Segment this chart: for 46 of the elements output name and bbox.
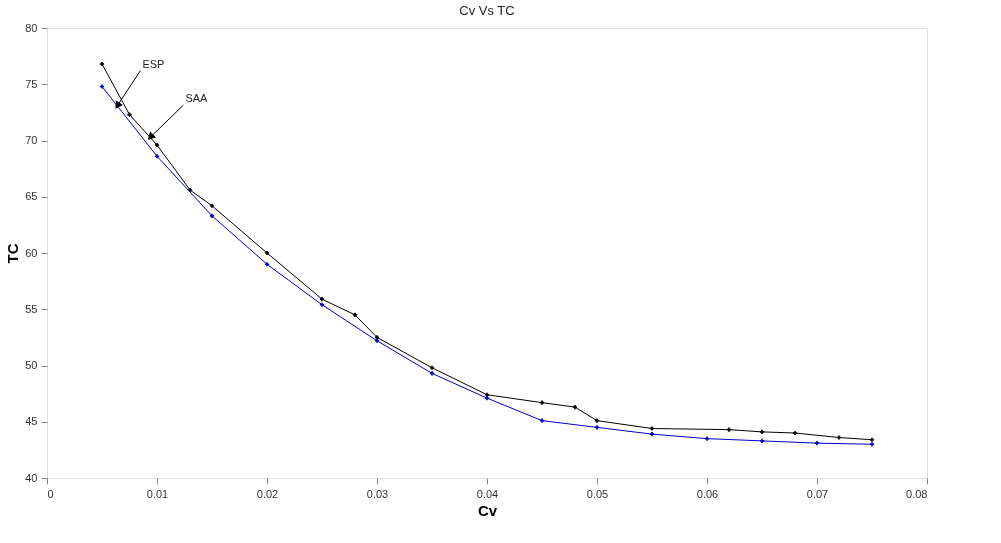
point (154, 154, 160, 159)
point (869, 437, 875, 442)
y-tick-label: 80 (25, 21, 38, 34)
point (836, 435, 842, 440)
point (649, 426, 655, 431)
point (319, 302, 325, 307)
x-tick-label: 0.06 (696, 487, 719, 500)
point (209, 203, 215, 208)
point (649, 432, 655, 437)
point (319, 297, 325, 302)
x-tick-label: 0.05 (586, 487, 609, 500)
annotation: SAA (185, 92, 209, 105)
point (99, 61, 105, 67)
y-tick-label: 55 (25, 302, 38, 315)
x-tick-label: 0.08 (906, 487, 928, 500)
y-tick-label: 75 (25, 77, 38, 90)
y-tick-label: 50 (25, 359, 38, 371)
x-axis-title: Cv (477, 501, 498, 519)
point (759, 438, 765, 443)
point (264, 250, 270, 256)
point (792, 430, 798, 436)
x-tick-label: 0.01 (146, 487, 169, 500)
annotation: ESP (142, 57, 165, 70)
y-tick-label: 40 (25, 471, 38, 484)
y-tick-label: 45 (25, 415, 38, 428)
point (99, 84, 105, 89)
x-tick-label: 0.03 (366, 487, 389, 500)
y-axis-title: TC (4, 243, 22, 264)
chart-title: Cv Vs TC (459, 3, 515, 18)
point (869, 442, 875, 447)
point (429, 365, 435, 370)
point (814, 441, 820, 446)
point (209, 213, 215, 218)
y-tick-label: 60 (25, 246, 38, 259)
y-tick-label: 65 (25, 190, 38, 203)
point (352, 312, 358, 317)
x-tick-label: 0.04 (476, 487, 499, 500)
point (484, 396, 490, 401)
point (759, 429, 765, 434)
x-tick-label: 0.02 (256, 487, 279, 500)
point (572, 405, 578, 410)
point (154, 142, 160, 148)
x-tick-label: 0.07 (806, 487, 829, 500)
y-tick-label: 70 (25, 134, 38, 146)
point (264, 262, 270, 267)
x-tick-label: 0 (47, 487, 54, 500)
